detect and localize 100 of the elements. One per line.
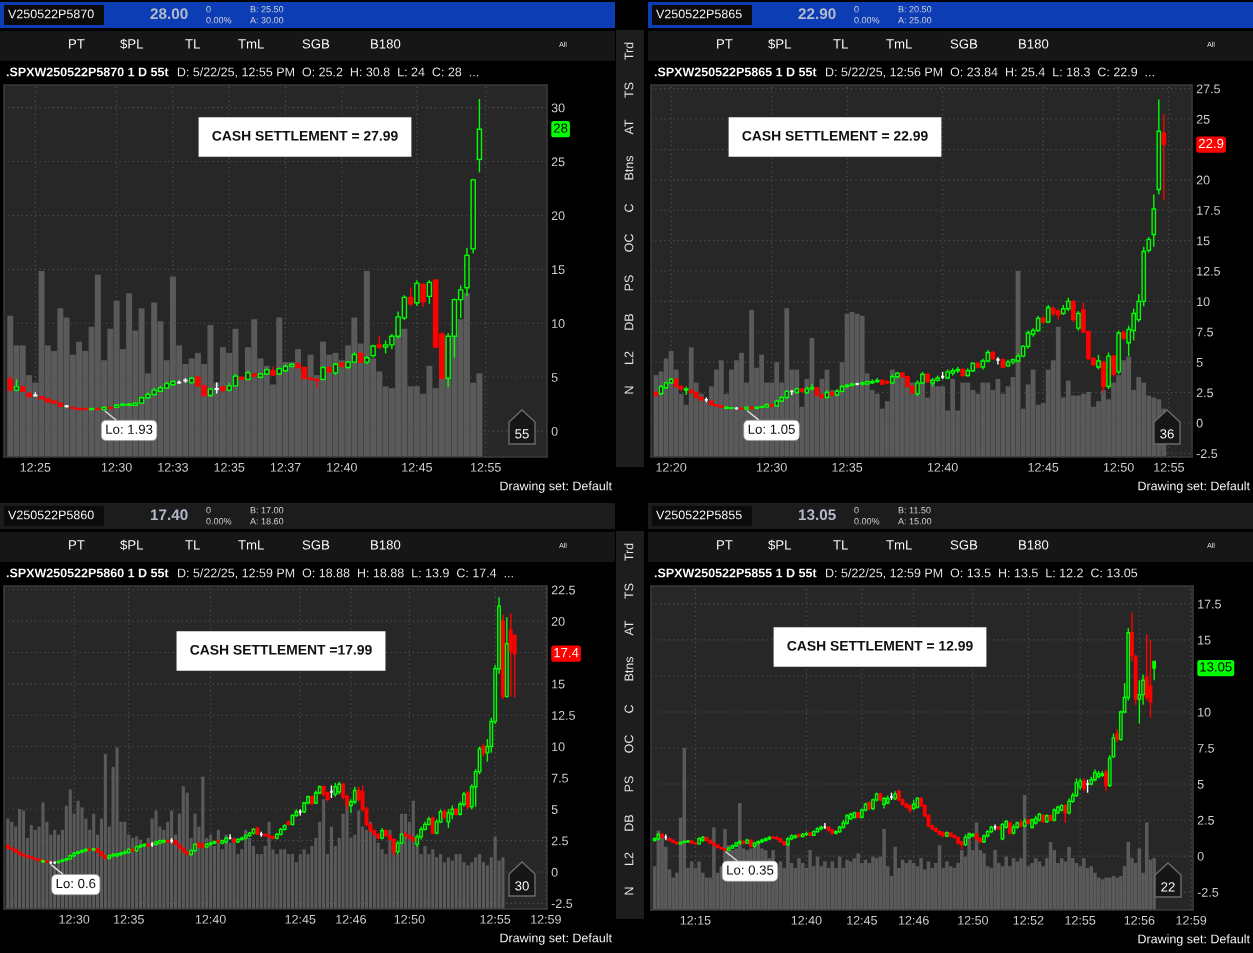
text: SGB: [302, 540, 330, 550]
y-tick-label: 7.5: [551, 773, 569, 783]
text: B: 20.50: [898, 6, 932, 13]
x-tick-label: 12:40: [791, 915, 822, 925]
text: PT: [69, 540, 85, 550]
x-tick-label: 12:50: [394, 914, 425, 924]
x-tick-label: 12:37: [270, 462, 301, 472]
text: Trd: [624, 543, 634, 561]
y-tick-label: 10: [552, 319, 565, 328]
text: AT: [624, 620, 634, 636]
x-tick-label: 12:46: [336, 914, 367, 924]
text: TS: [624, 583, 634, 599]
y-tick-label: 27.5: [1196, 84, 1220, 94]
text: TmL: [238, 540, 264, 550]
y-tick-label: 22.5: [551, 585, 575, 595]
text: L2: [624, 852, 634, 865]
text: 0: [206, 6, 211, 13]
text: PT: [69, 39, 85, 49]
annotation: CASH SETTLEMENT = 27.99: [212, 130, 398, 141]
text: Drawing set: Default: [500, 933, 612, 945]
y-tick-label: 15: [1198, 635, 1211, 645]
y-tick-label: 12.5: [552, 711, 575, 720]
text: TL: [185, 39, 200, 49]
text: SGB: [950, 39, 978, 49]
x-tick-label: 12:56: [1124, 915, 1155, 925]
text: TS: [624, 82, 634, 98]
y-tick-label: 30: [551, 103, 565, 113]
candlestick: [420, 282, 426, 308]
text: 17.4: [554, 648, 579, 658]
text: TmL: [886, 39, 912, 49]
x-tick-label: 12:35: [114, 914, 144, 924]
candlestick: [407, 287, 414, 307]
annotation: Lo: 1.93: [106, 424, 153, 434]
x-tick-label: 12:33: [158, 462, 188, 472]
candlestick: [1076, 310, 1081, 332]
text: V250522P5870: [8, 9, 94, 19]
y-tick-label: 0: [551, 426, 558, 436]
x-tick-label: 12:55: [1065, 915, 1096, 925]
x-tick-label: 12:52: [1013, 915, 1044, 925]
text: TL: [833, 39, 848, 49]
y-tick-label: 25: [1196, 114, 1210, 124]
text: 22.90: [798, 8, 836, 20]
text: A: 30.00: [250, 17, 284, 24]
x-tick-label: 12:45: [285, 914, 316, 924]
text: C: [624, 704, 634, 713]
candlestick: [1104, 768, 1108, 792]
candlestick: [446, 808, 451, 829]
y-tick-label: 15: [552, 679, 565, 689]
text: C: [624, 203, 634, 212]
x-tick-label: 12:50: [958, 915, 989, 925]
annotation: Lo: 1.05: [748, 424, 795, 434]
annotation: CASH SETTLEMENT =17.99: [190, 644, 372, 655]
text: 17.40: [150, 509, 188, 521]
y-tick-label: 7.5: [1197, 743, 1215, 753]
x-tick-label: 12:45: [847, 915, 877, 925]
text: V250522P5855: [656, 510, 742, 520]
text: B180: [371, 540, 401, 550]
text: V250522P5865: [656, 9, 742, 19]
x-tick-label: 12:45: [402, 462, 432, 472]
y-tick-label: 15: [552, 265, 565, 275]
text: B180: [1019, 540, 1049, 550]
text: 13.05: [798, 509, 836, 521]
x-tick-label: 12:30: [101, 462, 132, 472]
text: TL: [185, 540, 200, 550]
x-tick-label: 12:40: [927, 462, 958, 472]
chart-subtitle: D: 5/22/25, 12:55 PM O: 25.2 H: 30.8 L: 24 C: 28 ...: [177, 67, 478, 78]
text: B180: [1019, 39, 1049, 49]
x-tick-label: 12:15: [680, 915, 711, 925]
text: 55: [515, 429, 529, 439]
x-tick-label: 12:59: [1176, 915, 1207, 925]
text: TmL: [238, 39, 264, 49]
text: PS: [624, 275, 634, 291]
text: N: [624, 386, 634, 394]
text: 0: [854, 6, 859, 13]
candlestick: [1070, 299, 1076, 323]
text: N: [624, 887, 634, 895]
chart-title: .SPXW250522P5870 1 D 55t: [6, 67, 169, 77]
text: Trd: [624, 42, 634, 60]
y-tick-label: 2.5: [1196, 388, 1214, 398]
x-tick-label: 12:35: [832, 462, 863, 472]
candlestick: [1152, 660, 1157, 681]
y-tick-label: -2.5: [551, 899, 573, 909]
annotation: CASH SETTLEMENT = 12.99: [787, 640, 973, 651]
text: 0.00%: [206, 518, 232, 525]
y-tick-label: 7.5: [1196, 327, 1214, 337]
x-tick-label: 12:55: [471, 462, 501, 472]
y-tick-label: 20: [551, 211, 565, 221]
x-tick-label: 12:46: [898, 915, 929, 925]
y-tick-label: 5: [1197, 779, 1204, 789]
text: PS: [624, 776, 634, 792]
x-tick-label: 12:40: [195, 914, 226, 924]
x-tick-label: 12:25: [20, 462, 51, 472]
text: 0.00%: [854, 17, 880, 24]
candlestick: [414, 279, 420, 307]
annotation: 36: [1160, 429, 1174, 439]
text: 0: [854, 507, 859, 514]
text: 0.00%: [206, 17, 232, 24]
y-tick-label: 17.5: [1197, 206, 1220, 215]
text: 13.05: [1200, 662, 1232, 672]
annotation: 30: [515, 881, 529, 891]
